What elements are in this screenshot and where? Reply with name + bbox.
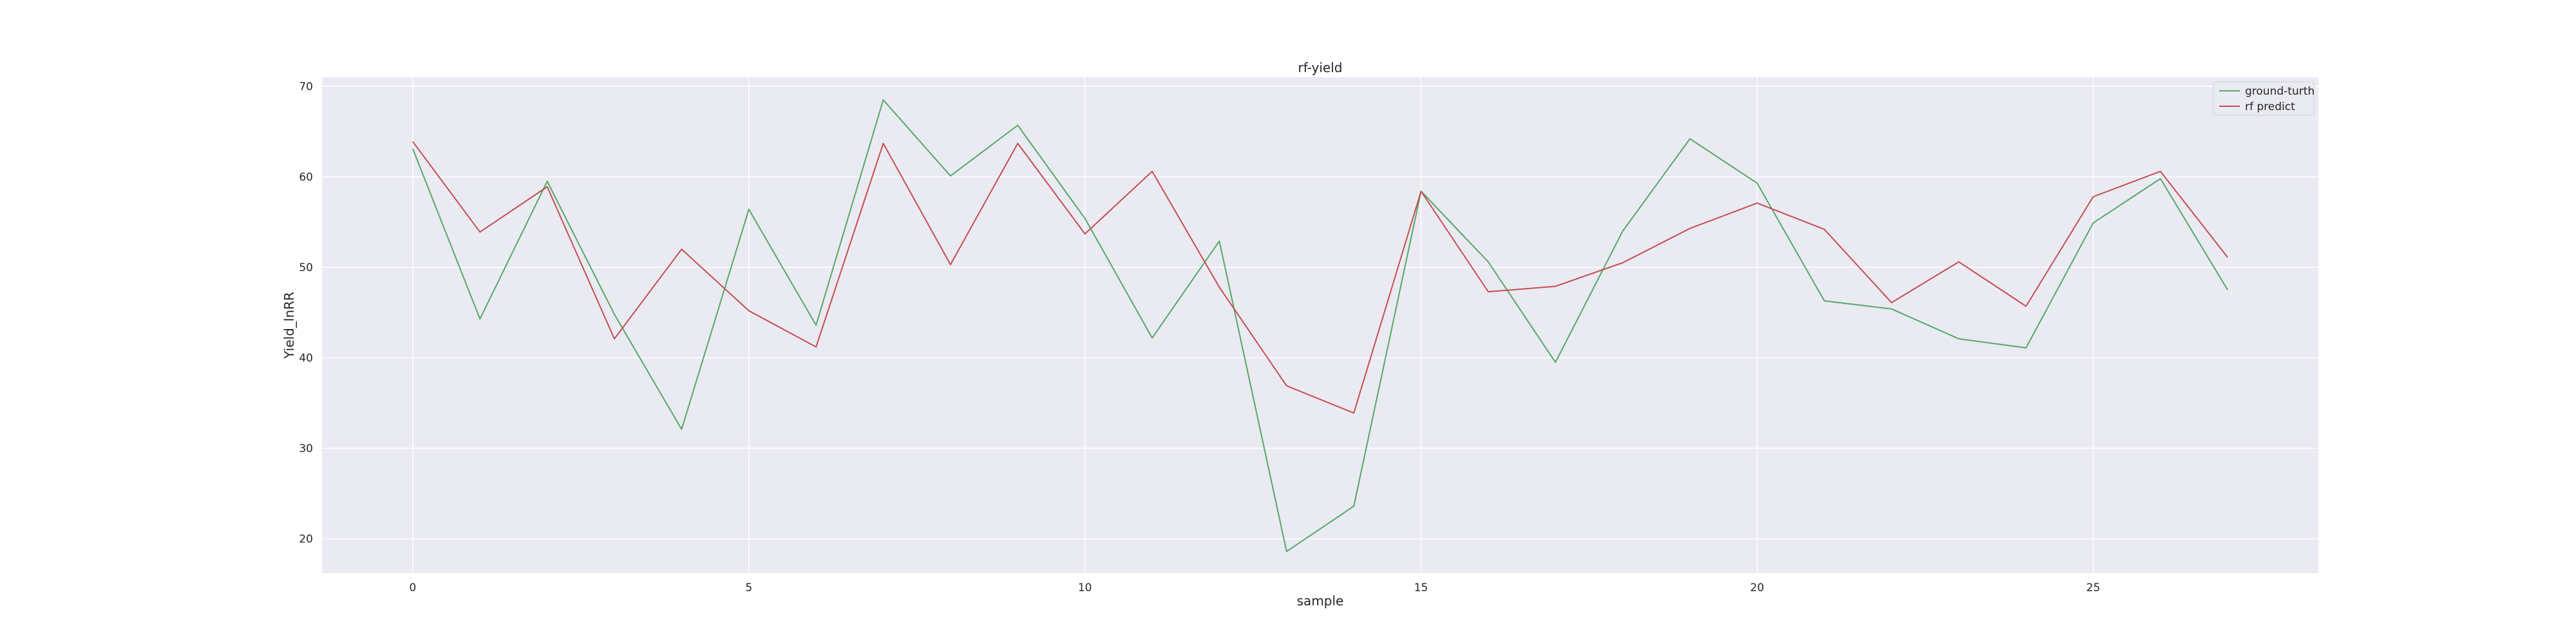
chart-title: rf-yield (1298, 60, 1343, 75)
y-tick-label: 30 (299, 442, 313, 455)
x-tick-label: 5 (745, 582, 752, 594)
x-tick-label: 15 (1414, 582, 1428, 594)
x-tick-label: 0 (409, 582, 416, 594)
y-tick-labels: 20 30 40 50 60 70 (299, 80, 313, 546)
y-tick-label: 70 (299, 80, 313, 93)
y-tick-label: 60 (299, 171, 313, 184)
legend-label-rf-predict: rf predict (2245, 100, 2295, 113)
y-tick-label: 50 (299, 261, 313, 274)
x-tick-label: 25 (2087, 582, 2101, 594)
y-tick-label: 20 (299, 533, 313, 546)
x-tick-label: 10 (1078, 582, 1092, 594)
series-lines (412, 99, 2228, 553)
legend-label-ground-turth: ground-turth (2245, 85, 2315, 98)
y-tick-label: 40 (299, 352, 313, 365)
x-axis-label: sample (1297, 593, 1344, 609)
gridlines (322, 77, 2318, 573)
y-axis-label: Yield_lnRR (281, 292, 297, 359)
legend: ground-turth rf predict (2213, 81, 2315, 116)
x-tick-labels: 0 5 10 15 20 25 (409, 582, 2100, 594)
series-line-ground-turth (412, 99, 2228, 553)
x-tick-label: 20 (1750, 582, 1765, 594)
series-line-rf-predict (412, 141, 2228, 414)
plot-area (322, 77, 2318, 573)
